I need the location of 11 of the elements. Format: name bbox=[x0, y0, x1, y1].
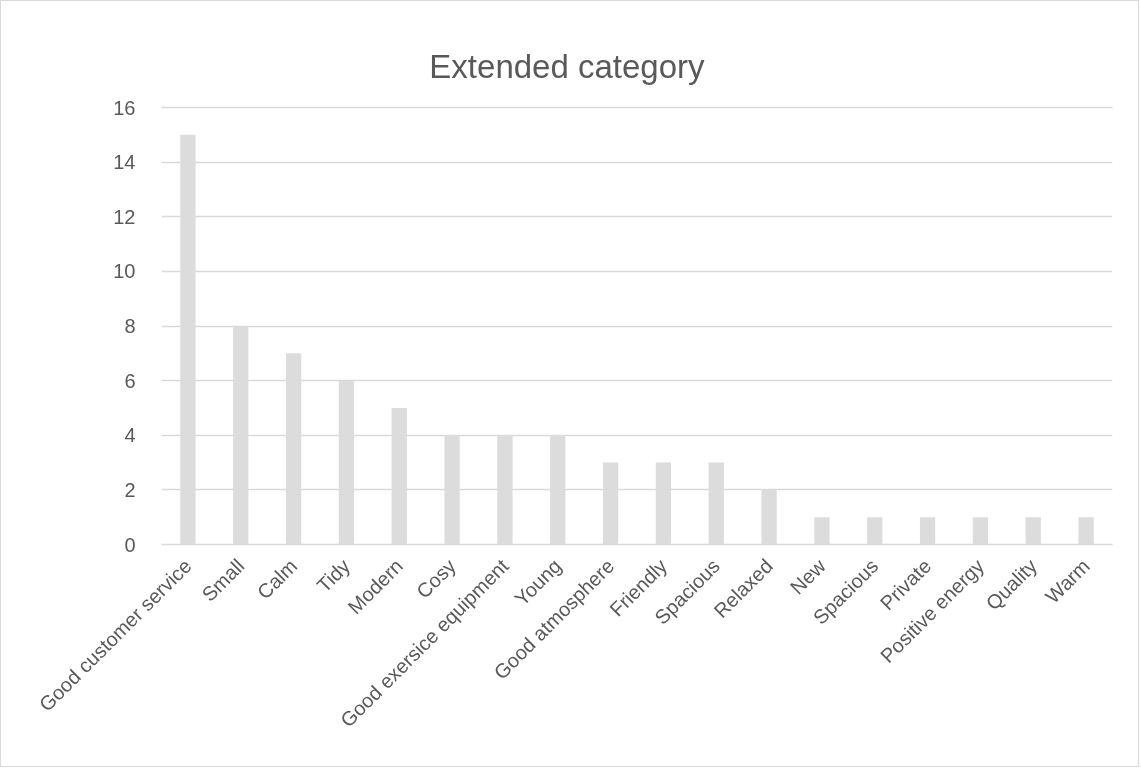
y-tick-label: 0 bbox=[124, 533, 136, 556]
y-tick-label: 8 bbox=[124, 315, 136, 337]
y-tick-label: 14 bbox=[113, 151, 136, 174]
chart-title: Extended category bbox=[429, 47, 706, 85]
y-tick-label: 16 bbox=[113, 96, 136, 119]
y-tick-label: 2 bbox=[124, 478, 136, 501]
y-tick-label: 4 bbox=[124, 424, 136, 447]
y-tick-label: 12 bbox=[113, 205, 136, 228]
y-tick-label: 6 bbox=[124, 369, 136, 392]
x-tick-label: Tidy bbox=[312, 554, 355, 597]
y-tick-label: 10 bbox=[113, 260, 136, 283]
